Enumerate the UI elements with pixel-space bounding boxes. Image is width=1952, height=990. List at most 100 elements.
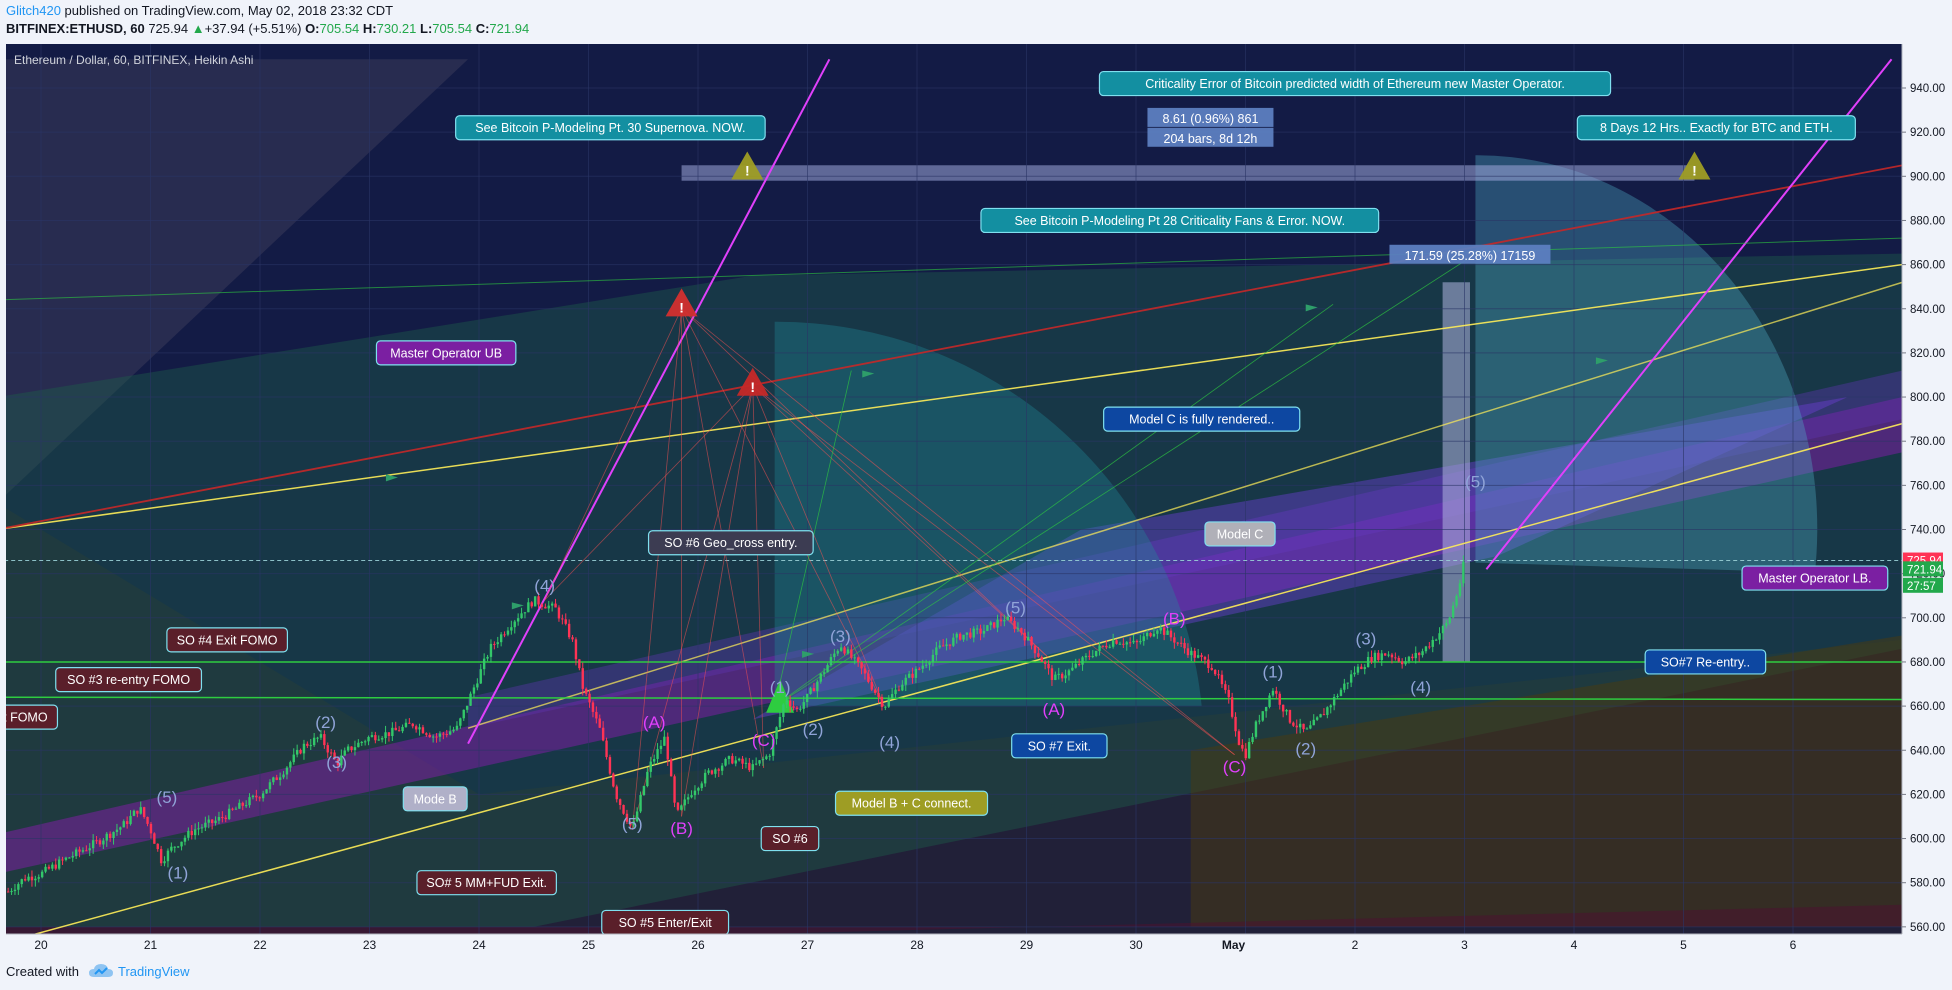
annotation-text: SO #7 Exit. (1028, 739, 1091, 753)
candle-body (1414, 652, 1417, 659)
annotation-callout[interactable]: SO #6 Geo_cross entry. (647, 530, 814, 556)
annotation-callout[interactable]: Model C is fully rendered.. (1103, 406, 1301, 432)
candle-body (1383, 653, 1387, 656)
author-link[interactable]: Glitch420 (6, 3, 61, 18)
annotation-box[interactable] (1644, 649, 1767, 675)
candle-body (479, 669, 482, 684)
wave-label: (B) (670, 819, 693, 838)
candle-body (312, 737, 316, 746)
candle-body (710, 770, 714, 774)
candle-body (642, 786, 646, 796)
candle-body (1193, 650, 1196, 658)
annotation-text: SO# 5 MM+FUD Exit. (426, 876, 547, 890)
annotation-callout[interactable]: 8 Days 12 Hrs.. Exactly for BTC and ETH. (1576, 115, 1856, 141)
annotation-box[interactable] (416, 870, 557, 896)
annotation-callout[interactable]: SO #3 re-entry FOMO (55, 667, 203, 693)
annotation-callout[interactable]: Criticality Error of Bitcoin predicted w… (1098, 70, 1612, 97)
candle-body (265, 789, 268, 794)
candle-body (231, 808, 234, 810)
annotation-box[interactable] (647, 530, 814, 556)
annotation-callout[interactable]: SO #4 Exit FOMO (166, 627, 288, 653)
annotation-box[interactable] (402, 786, 468, 812)
candle-body (1030, 637, 1033, 646)
candle-body (1224, 684, 1227, 690)
candle-body (394, 727, 397, 731)
candle-body (187, 830, 190, 838)
tradingview-link[interactable]: TradingView (118, 964, 190, 979)
candle-body (384, 732, 387, 739)
annotation-box[interactable] (55, 667, 203, 693)
candle-body (986, 625, 989, 631)
annotation-box[interactable] (1098, 70, 1612, 97)
annotation-callout[interactable]: See Bitcoin P-Modeling Pt 28 Criticality… (980, 207, 1380, 234)
candle-body (972, 628, 975, 638)
annotation-box[interactable] (834, 790, 989, 816)
candle-body (669, 759, 673, 777)
annotation-callout[interactable]: Master Operator LB. (1741, 565, 1889, 591)
annotation-text: See Bitcoin P-Modeling Pt 28 Criticality… (1014, 214, 1345, 228)
annotation-box[interactable] (1103, 406, 1301, 432)
candle-body (748, 762, 751, 771)
candle-body (418, 727, 421, 730)
annotation-callout[interactable]: Master Operator UB (375, 340, 517, 366)
annotation-callout[interactable]: SO #6 (760, 825, 820, 852)
annotation-text: SO#7 Re-entry.. (1661, 655, 1750, 669)
annotation-box[interactable] (1741, 565, 1889, 591)
annotation-box[interactable] (601, 909, 730, 934)
candle-body (112, 832, 115, 839)
annotation-callout[interactable]: SO #5 Enter/Exit (601, 909, 730, 934)
annotation-box[interactable] (1576, 115, 1856, 141)
candle-body (40, 871, 44, 878)
candle-body (884, 706, 887, 708)
candle-body (319, 734, 323, 738)
candle-body (1455, 595, 1458, 606)
candle-body (292, 754, 295, 763)
candle-body (771, 738, 775, 756)
annotation-callout[interactable]: Mode B (402, 786, 468, 812)
annotation-box[interactable] (455, 115, 766, 141)
candle-body (520, 613, 523, 619)
annotation-box[interactable] (0, 704, 59, 730)
annotation-callout[interactable]: Model C (1204, 521, 1276, 547)
wave-label: (B) (1163, 609, 1186, 628)
candle-body (1251, 736, 1254, 743)
annotation-box[interactable] (166, 627, 288, 653)
candle-body (404, 722, 408, 727)
candle-body (1186, 648, 1190, 656)
annotation-callout[interactable]: SO# 5 MM+FUD Exit. (416, 870, 557, 896)
candle-body (428, 734, 431, 738)
annotation-box[interactable] (1011, 733, 1108, 759)
measure-label: 204 bars, 8d 12h (1164, 132, 1258, 146)
candle-body (1241, 744, 1244, 749)
candle-body (955, 633, 958, 638)
annotation-callout[interactable]: SO#7 Re-entry.. (1644, 649, 1767, 675)
annotation-box[interactable] (375, 340, 517, 366)
close-value: 721.94 (489, 21, 530, 36)
annotation-callout[interactable]: See Bitcoin P-Modeling Pt. 30 Supernova.… (455, 115, 766, 141)
candle-body (901, 684, 904, 691)
price-tick-label: 800.00 (1910, 392, 1945, 404)
candle-body (1278, 693, 1281, 705)
candle-body (1217, 674, 1220, 676)
candle-body (268, 782, 272, 790)
candle-body (530, 602, 533, 607)
candle-body (486, 656, 489, 659)
annotation-box[interactable] (1204, 521, 1276, 547)
candle-body (248, 797, 251, 806)
candle-body (1210, 668, 1213, 670)
candle-body (163, 861, 166, 864)
candle-body (656, 749, 659, 759)
candle-body (639, 795, 642, 812)
red-fan-line-1 (752, 385, 1235, 755)
candle-body (278, 777, 282, 780)
annotation-callout[interactable]: SO #3 Exit FOMO (0, 704, 59, 730)
flag-icon (862, 370, 875, 378)
candle-body (877, 692, 880, 697)
candle-body (516, 618, 520, 622)
price-chart[interactable]: !!!! (4) (2) (3) (5) (1) (A) (5) (B) (C) (1) (2) (3… (0, 44, 1952, 956)
annotation-callout[interactable]: Model B + C connect. (834, 790, 989, 816)
annotation-callout[interactable]: SO #7 Exit. (1011, 733, 1108, 759)
annotation-box[interactable] (980, 207, 1380, 234)
price-tick-label: 860.00 (1910, 260, 1945, 272)
annotation-box[interactable] (760, 825, 820, 852)
